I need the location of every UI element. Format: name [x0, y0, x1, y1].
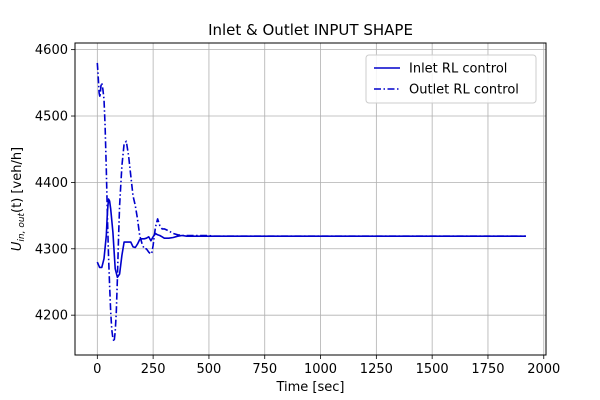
legend-box — [365, 54, 537, 104]
y-tick-label: 4600 — [35, 43, 68, 58]
x-tick-label: 500 — [197, 362, 222, 377]
x-tick-label: 0 — [93, 362, 101, 377]
x-axis-label: Time [sec] — [275, 380, 344, 395]
series-layer — [96, 62, 526, 343]
chart-title: Inlet & Outlet INPUT SHAPE — [208, 21, 413, 39]
legend-entry-outlet: Outlet RL control — [409, 83, 519, 98]
y-tick-label: 4200 — [35, 309, 68, 324]
tick-layer: 0 250 500 750 1000 1250 1500 1750 2000 4200 4300 44… — [35, 43, 560, 377]
y-axis-label-suffix: (t) [veh/h] — [10, 147, 25, 213]
x-tick-label: 1750 — [471, 362, 504, 377]
x-tick-label: 750 — [252, 362, 277, 377]
x-tick-label: 2000 — [527, 362, 560, 377]
x-tick-label: 1500 — [416, 362, 449, 377]
series-line-outlet — [96, 62, 526, 343]
legend: Inlet RL control Outlet RL control — [365, 54, 537, 104]
y-tick-label: 4500 — [35, 110, 68, 125]
y-tick-label: 4400 — [35, 176, 68, 191]
plot-frame — [74, 42, 547, 356]
x-tick-label: 1000 — [304, 362, 337, 377]
x-tick-label: 1250 — [360, 362, 393, 377]
y-axis-label-main: U — [10, 241, 25, 251]
legend-entry-inlet: Inlet RL control — [409, 62, 507, 77]
x-tick-label: 250 — [141, 362, 166, 377]
series-line-inlet — [96, 198, 526, 279]
y-axis-label-subscript: in, out — [17, 212, 27, 241]
y-axis-label: Uin, out(t) [veh/h] — [10, 147, 27, 251]
y-tick-label: 4300 — [35, 242, 68, 257]
